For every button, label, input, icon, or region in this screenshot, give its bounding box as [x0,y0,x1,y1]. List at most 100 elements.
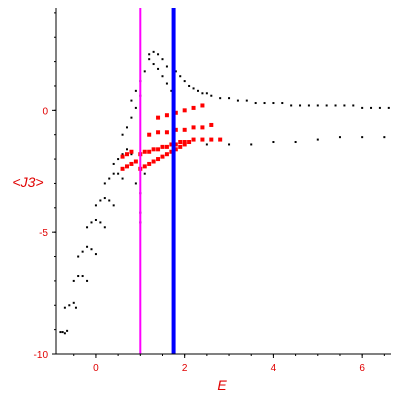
series-1-point-3 [151,159,156,164]
series-0-point-58 [179,75,182,78]
series-1-point-39 [191,125,196,130]
series-0-point-84 [378,106,381,109]
series-1-point-26 [218,137,223,142]
series-0-point-83 [370,106,373,109]
series-0-point-75 [299,104,302,107]
series-1-point-13 [142,149,147,154]
series-1-point-30 [133,159,138,164]
series-0-point-22 [94,204,97,207]
x-tick-label-1: 2 [182,363,188,374]
series-1-point-16 [156,147,161,152]
series-0-point-92 [338,136,341,139]
series-0-point-46 [148,58,151,61]
series-0-point-91 [316,138,319,141]
series-0-point-26 [112,204,115,207]
series-1-point-2 [147,161,152,166]
series-0-point-70 [254,102,257,105]
series-1-point-21 [178,140,183,145]
series-1-point-31 [120,154,125,159]
series-0-point-39 [130,116,133,119]
series-1-point-22 [182,140,187,145]
series-0-point-78 [325,104,328,107]
series-1-point-5 [160,154,165,159]
series-0-point-48 [152,50,155,53]
series-0-point-0 [59,331,62,334]
series-1-point-47 [200,103,205,108]
series-0-point-60 [188,84,191,87]
ticks-layer: 0 2 4 6 0 -5 -10 [34,12,385,374]
series-0-point-71 [263,102,266,105]
series-1-point-8 [173,147,178,152]
series-1-point-15 [151,147,156,152]
series-0-point-61 [192,87,195,90]
series-0-point-68 [236,99,239,102]
x-tick-label-3: 6 [359,363,365,374]
series-1-point-44 [173,110,178,115]
series-0-point-20 [99,221,102,224]
series-1-point-6 [164,152,169,157]
x-tick-label-2: 4 [271,363,277,374]
series-1-point-11 [187,140,192,145]
series-0-point-29 [112,172,115,175]
series-0-point-16 [94,253,97,256]
series-1-point-45 [182,108,187,113]
series-0-point-36 [130,153,133,156]
series-0-point-11 [86,279,89,282]
series-1-point-7 [169,149,174,154]
series-0-point-56 [170,89,173,92]
series-0-point-81 [352,104,355,107]
series-0-point-49 [157,53,160,56]
series-0-point-8 [72,279,75,282]
series-0-point-52 [152,63,155,66]
series-1-point-19 [169,142,174,147]
series-0-point-2 [63,332,66,335]
series-0-point-55 [165,82,168,85]
series-1-point-46 [191,105,196,110]
series-0-point-94 [383,136,386,139]
series-0-point-23 [99,199,102,202]
series-1-point-36 [164,130,169,135]
series-0-point-80 [343,104,346,107]
series-0-point-72 [272,102,275,105]
series-0-point-57 [174,70,177,73]
series-0-point-90 [294,141,297,144]
series-0-point-30 [117,172,120,175]
series-0-point-33 [117,158,120,161]
series-0-point-50 [161,58,164,61]
series-0-point-9 [77,275,80,278]
series-0-point-87 [228,143,231,146]
series-0-point-15 [90,248,93,251]
series-0-point-25 [108,199,111,202]
series-0-point-1 [61,331,64,334]
series-0-point-34 [121,153,124,156]
series-1-point-23 [191,137,196,142]
series-1-point-35 [156,130,161,135]
series-1-point-33 [129,149,134,154]
series-0-point-4 [63,306,66,309]
series-1-point-1 [142,164,147,169]
series-0-point-66 [219,97,222,100]
series-0-point-17 [86,226,89,229]
series-0-point-65 [210,94,213,97]
series-1-point-43 [164,113,169,118]
x-tick-label-0: 0 [93,363,99,374]
y-axis-title: <J3> [12,174,43,190]
series-1-point-17 [160,144,165,149]
reference-lines [139,8,176,354]
series-0-point-64 [205,92,208,95]
series-1-point-37 [173,127,178,132]
series-0-point-63 [201,92,204,95]
series-0-point-10 [81,275,84,278]
series-0-point-86 [205,143,208,146]
series-0-point-38 [125,126,128,129]
series-1-point-42 [156,115,161,120]
series-1-point-29 [129,161,134,166]
series-0-point-28 [108,177,111,180]
series-1-point-10 [182,142,187,147]
points-layer [59,50,390,335]
series-0-point-5 [68,304,71,307]
series-0-point-54 [161,75,164,78]
x-axis-title: E [217,377,227,393]
series-0-point-31 [121,177,124,180]
